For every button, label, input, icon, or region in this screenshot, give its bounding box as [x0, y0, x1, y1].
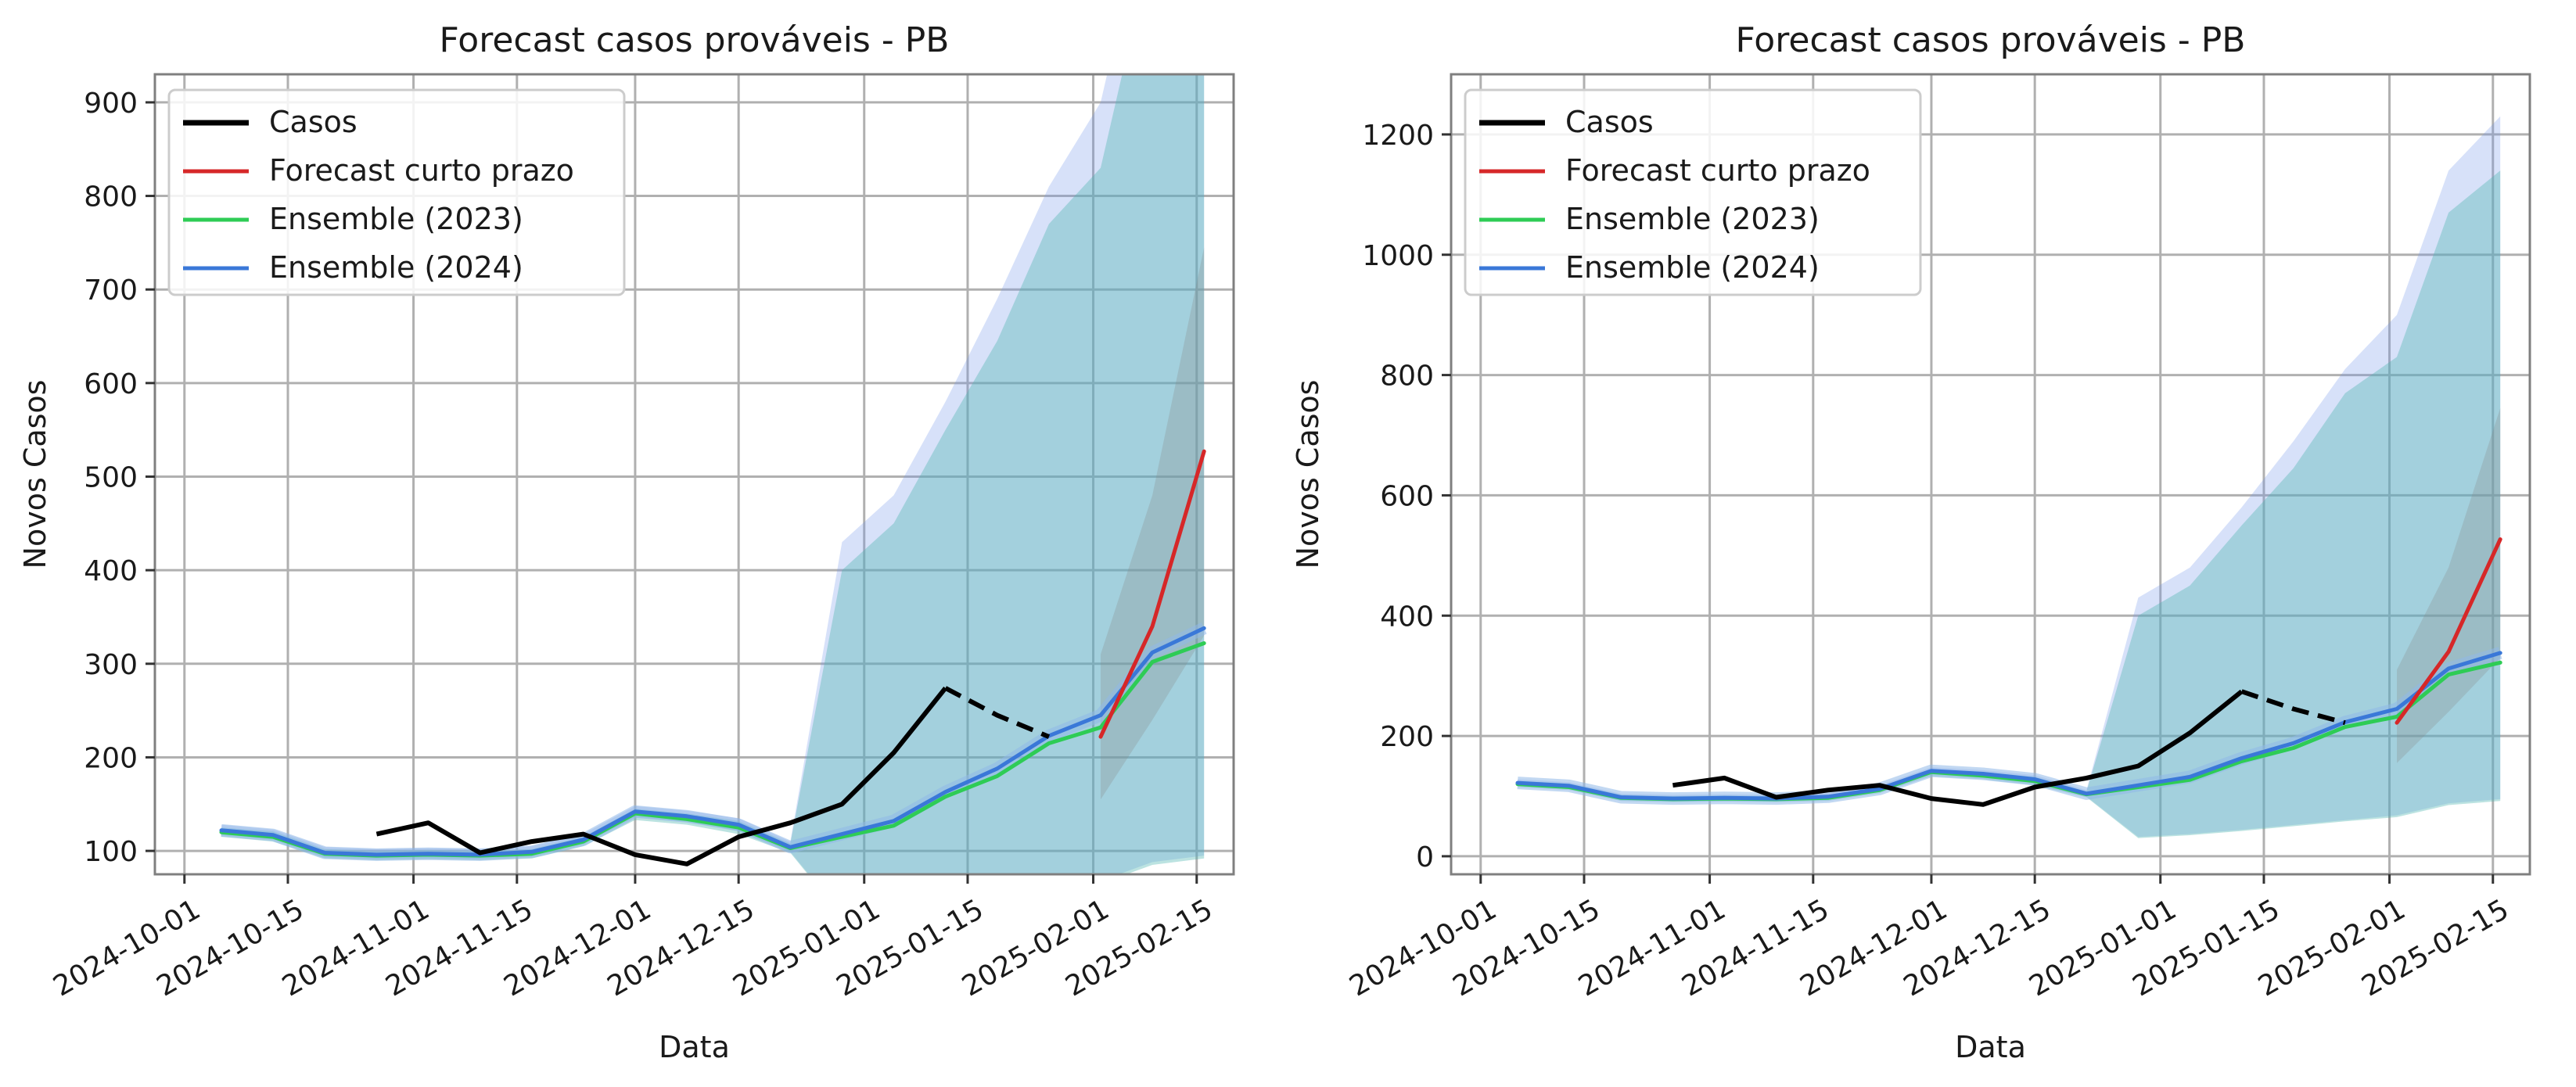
- chart-title: Forecast casos prováveis - PB: [1736, 20, 2246, 60]
- y-tick-label: 900: [84, 88, 138, 120]
- y-tick-label: 1000: [1362, 240, 1434, 272]
- y-axis: 100 200 300 400 500 600 700 800 900: [84, 88, 155, 868]
- ensemble-2024-band: [1518, 116, 2501, 838]
- y-tick-label: 800: [1380, 361, 1434, 393]
- chart-panel-left: 2024-10-012024-10-152024-11-012024-11-15…: [18, 20, 1235, 1064]
- legend-label: Casos: [1565, 105, 1654, 139]
- y-tick-label: 200: [84, 742, 138, 774]
- ensemble-2023-band: [221, 74, 1205, 874]
- x-axis-label: Data: [659, 1030, 730, 1064]
- axes-frame: [1450, 73, 2531, 876]
- x-axis: 2024-10-012024-10-152024-11-012024-11-15…: [48, 874, 1218, 1003]
- ensemble-2024-line: [219, 626, 1206, 857]
- casos-line: [1672, 689, 2244, 807]
- legend-label: Forecast curto prazo: [269, 153, 574, 188]
- legend: Casos Forecast curto prazo Ensemble (2023)…: [167, 88, 626, 296]
- y-axis: 0 200 400 600 800 1000 1200: [1362, 120, 1451, 874]
- ensemble-2024-band: [221, 74, 1205, 874]
- y-axis-label: Novos Casos: [1291, 380, 1325, 569]
- y-tick-label: 800: [84, 181, 138, 213]
- legend-box: [1464, 88, 1922, 296]
- x-axis: 2024-10-012024-10-152024-11-012024-11-15…: [1344, 874, 2514, 1003]
- series-lines: [219, 449, 1207, 866]
- legend-label: Ensemble (2023): [1565, 202, 1820, 236]
- legend-label: Ensemble (2023): [269, 202, 523, 236]
- y-tick-label: 500: [84, 461, 138, 493]
- y-tick-label: 400: [1380, 601, 1434, 633]
- y-tick-label: 1200: [1362, 120, 1434, 152]
- legend: Casos Forecast curto prazo Ensemble (2023)…: [1464, 88, 1922, 296]
- legend-box: [167, 88, 626, 296]
- y-tick-label: 600: [84, 368, 138, 400]
- forecast-curto-prazo-line: [1098, 449, 1206, 739]
- forecast-curto-prazo-line: [2395, 537, 2502, 725]
- axes-frame: [153, 73, 1235, 876]
- casos-line: [375, 687, 947, 866]
- chart-title: Forecast casos prováveis - PB: [440, 20, 950, 60]
- forecast-curto-prazo-band: [2397, 407, 2501, 763]
- y-tick-label: 300: [84, 649, 138, 681]
- confidence-bands: [1518, 116, 2501, 838]
- series-lines: [1515, 537, 2502, 807]
- y-axis-label: Novos Casos: [18, 380, 52, 569]
- legend-label: Ensemble (2024): [1565, 250, 1820, 285]
- confidence-bands: [221, 74, 1205, 874]
- ensemble-2023-band: [1518, 170, 2501, 838]
- y-tick-label: 0: [1416, 841, 1434, 874]
- legend-label: Ensemble (2024): [269, 250, 523, 285]
- forecast-curto-prazo-band: [1101, 247, 1205, 800]
- ensemble-2024-line: [1515, 651, 2502, 801]
- y-tick-label: 700: [84, 274, 138, 307]
- y-tick-label: 600: [1380, 480, 1434, 512]
- y-tick-label: 100: [84, 836, 138, 868]
- legend-label: Forecast curto prazo: [1565, 153, 1870, 188]
- casos-recent-line: [944, 686, 1051, 739]
- y-tick-label: 200: [1380, 721, 1434, 753]
- chart-panel-right: 2024-10-012024-10-152024-11-012024-11-15…: [1291, 20, 2531, 1064]
- y-tick-label: 400: [84, 555, 138, 587]
- legend-label: Casos: [269, 105, 357, 139]
- casos-recent-line: [2240, 689, 2346, 726]
- x-axis-label: Data: [1955, 1030, 2026, 1064]
- grid: [1451, 74, 2530, 874]
